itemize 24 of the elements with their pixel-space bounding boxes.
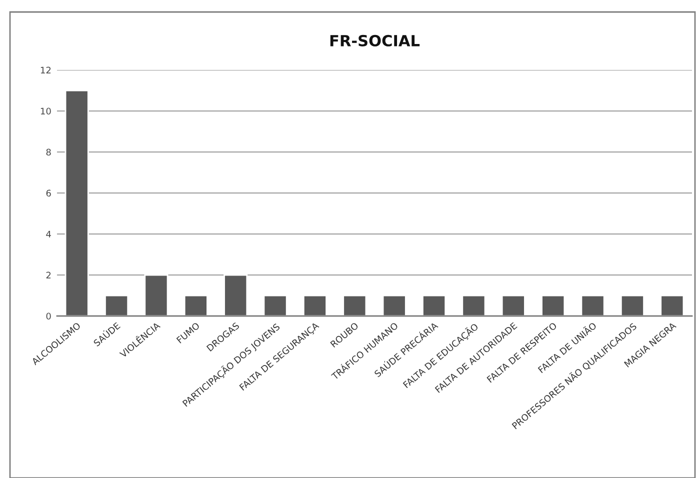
bar [422,294,446,316]
bar [382,294,406,316]
bar [541,294,566,316]
bar [342,294,367,316]
y-tick-label: 12 [40,66,51,74]
bar [462,294,486,316]
y-tick-label: 0 [46,312,51,320]
bar [184,294,208,316]
bar [104,294,129,316]
y-tick-label: 4 [46,230,51,238]
bar [263,294,288,316]
bar [302,294,327,316]
bar [501,294,526,316]
bar [224,274,248,316]
bar [64,90,89,316]
bar [580,294,605,316]
chart-title: FR-SOCIAL [330,34,420,46]
bar [144,274,168,316]
y-tick-label: 2 [46,272,51,278]
bar [620,294,644,316]
y-tick-label: 10 [40,108,51,115]
bar [660,294,684,316]
y-tick-label: 6 [46,190,51,197]
y-tick-label: 8 [46,148,51,156]
